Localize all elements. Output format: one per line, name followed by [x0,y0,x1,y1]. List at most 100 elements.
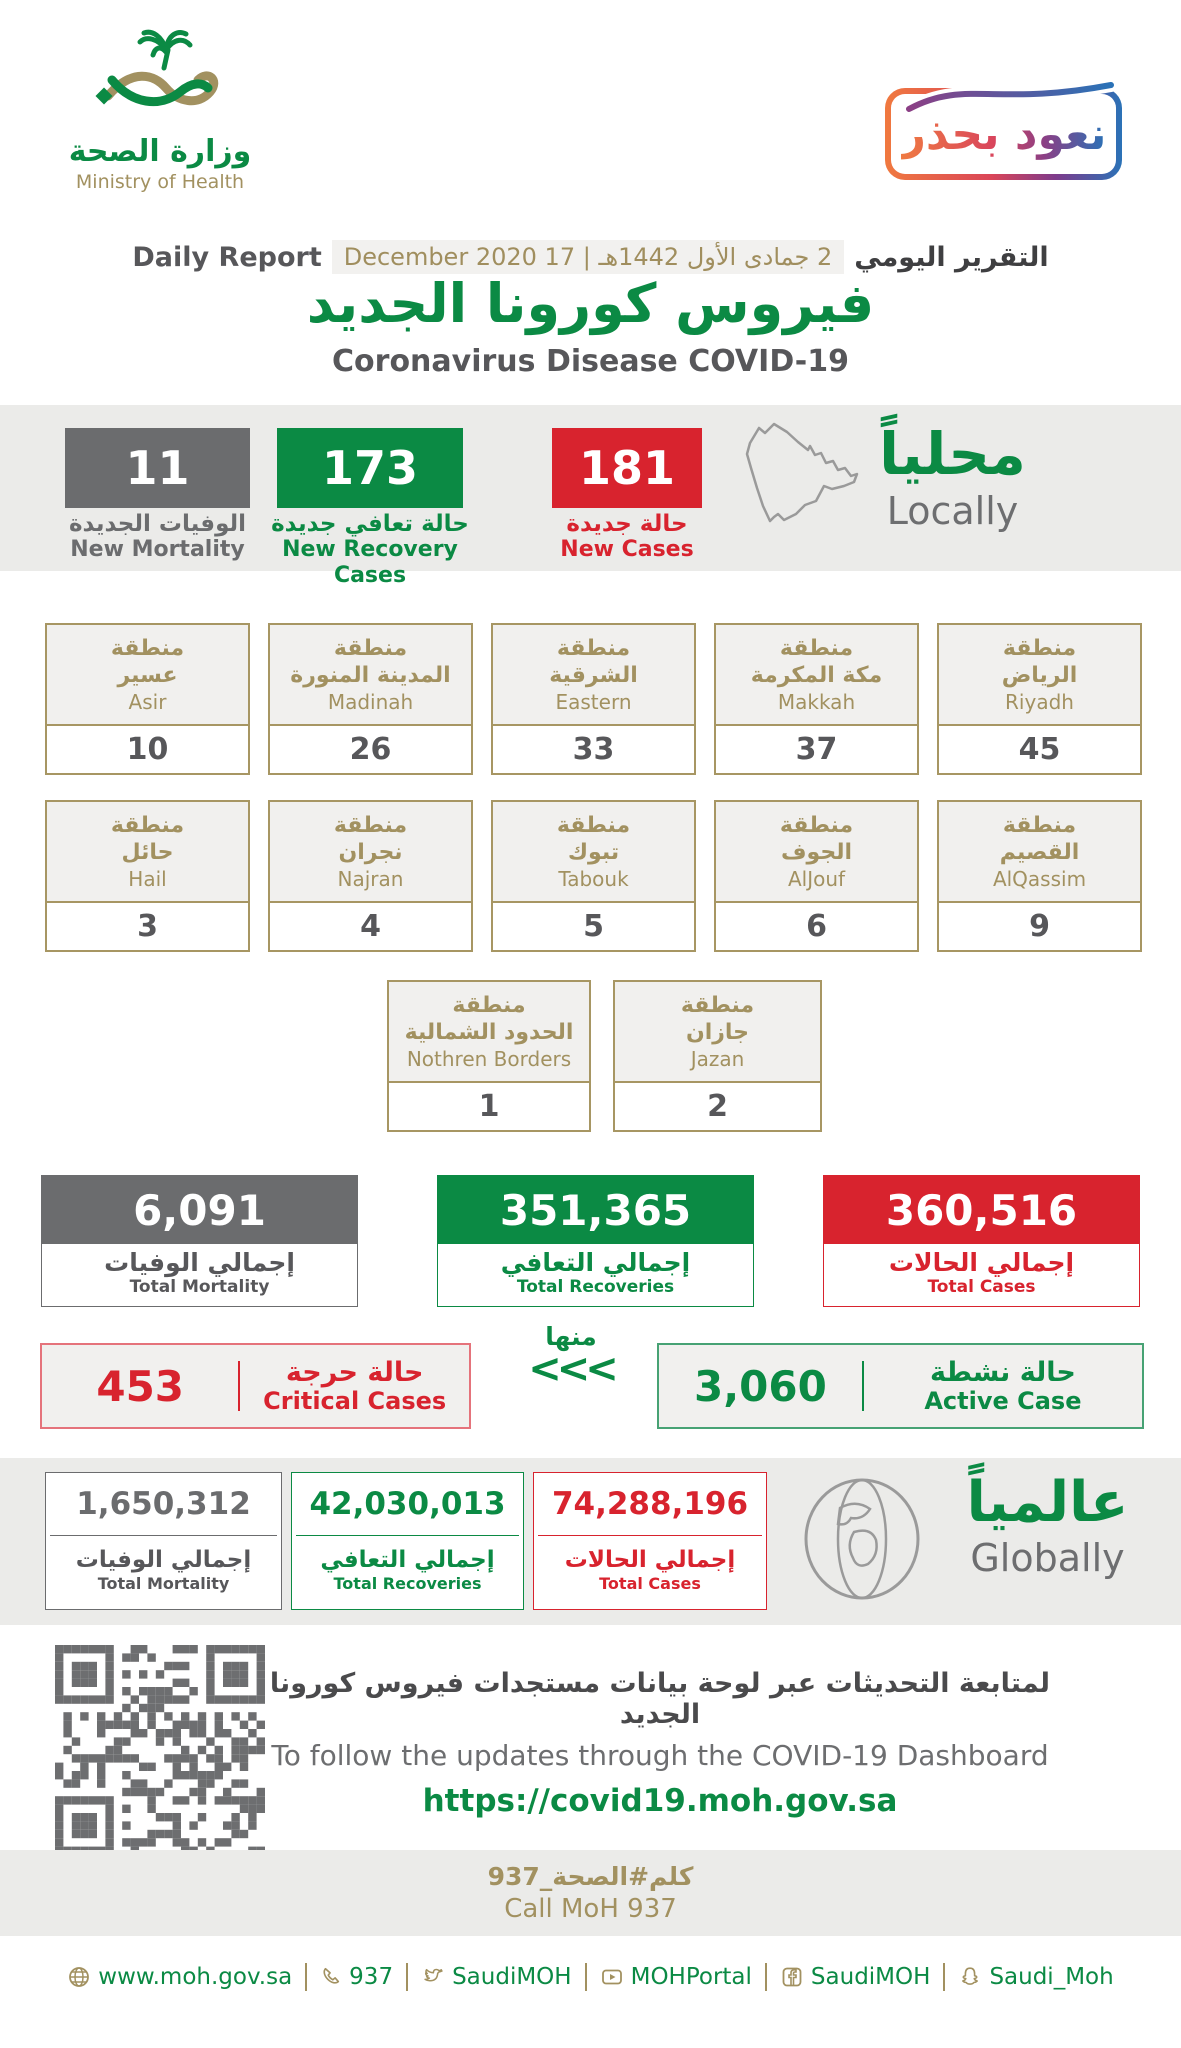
region-name-ar: المدينة المنورة [290,663,451,689]
call-moh-en: Call MoH 937 [504,1894,677,1924]
footer-website-label: www.moh.gov.sa [98,1964,293,1990]
footer-youtube-label: MOHPortal [630,1964,752,1990]
footer-separator [406,1963,409,1991]
total-mortality-label-en: Total Mortality [129,1276,270,1297]
globally-title-ar: عالمياً [966,1470,1129,1535]
region-prefix: منطقة [333,636,408,662]
region-name-ar: الحدود الشمالية [404,1020,574,1046]
report-header-line: Daily Report 2 جمادى الأول 1442هـ | 17 D… [0,240,1181,274]
phone-icon [323,1967,340,1984]
new-mortality-label-en: New Mortality [70,537,245,563]
active-cases-label-ar: حالة نشطة [930,1356,1076,1388]
footer-facebook-link[interactable]: SaudiMOH [780,1964,931,1990]
footer-website-link[interactable]: www.moh.gov.sa [67,1964,292,1990]
twitter-icon [424,1968,443,1982]
footer-separator [943,1963,946,1991]
locally-title-ar: محلياً [879,420,1026,488]
region-name-en: Nothren Borders [406,1047,572,1072]
divider [50,1535,277,1536]
snapchat-icon [962,1967,979,1985]
dashboard-note-block: لمتابعة التحديثات عبر لوحة بيانات مستجدا… [250,1668,1070,1819]
region-name-en: AlJouf [787,867,846,892]
footer-snapchat-link[interactable]: Saudi_Moh [958,1964,1114,1990]
badge-text: نعود بحذر [900,108,1107,160]
globally-title-block: عالمياً Globally [930,1472,1165,1580]
call-moh-band: كلم#الصحة_937 Call MoH 937 [0,1850,1181,1936]
region-prefix: منطقة [1002,636,1077,662]
global-recoveries-value: 42,030,013 [309,1486,506,1522]
region-card-aljouf: منطقة الجوف AlJouf 6 [714,800,919,952]
new-cases-value-box: 181 [552,428,702,508]
badge-swoosh-icon [902,78,1118,116]
region-prefix: منطقة [110,813,185,839]
total-mortality-value-box: 6,091 [42,1176,357,1244]
footer-facebook-label: SaudiMOH [810,1964,931,1990]
new-cases-value: 181 [578,441,676,495]
footer-youtube-link[interactable]: MOHPortal [600,1964,752,1990]
new-cases-labels: حالة جديدة New Cases [552,511,702,563]
region-name-en: Tabouk [558,867,629,892]
footer-phone-link[interactable]: 937 [320,1964,393,1990]
region-value: 1 [478,1089,500,1124]
local-stats-band: 11 الوفيات الجديدة New Mortality 173 حال… [0,405,1181,588]
total-recoveries-label-ar: إجمالي التعافي [500,1247,691,1277]
total-recoveries-card: 351,365 إجمالي التعافي Total Recoveries [437,1175,754,1307]
total-recoveries-label-en: Total Recoveries [516,1276,675,1297]
critical-cases-value: 453 [96,1361,185,1411]
total-recoveries-value: 351,365 [499,1185,692,1235]
region-name-ar: الشرقية [549,663,638,689]
region-prefix: منطقة [333,813,408,839]
region-value: 26 [349,732,392,767]
region-card-eastern: منطقة الشرقية Eastern 33 [491,623,696,775]
covid-title-english: Coronavirus Disease COVID-19 [332,344,849,379]
region-name-ar: القصيم [999,840,1080,866]
region-name-en: Makkah [777,690,856,715]
region-prefix: منطقة [779,813,854,839]
divider [296,1535,519,1536]
new-recoveries-label-en: New Recovery Cases [282,537,458,588]
return-cautiously-badge: نعود بحذر [885,78,1122,180]
daily-report-label-en: Daily Report [132,241,322,273]
global-cases-label-en: Total Cases [599,1574,701,1594]
footer-twitter-link[interactable]: SaudiMOH [421,1964,572,1990]
region-card-tabouk: منطقة تبوك Tabouk 5 [491,800,696,952]
global-recoveries-label-en: Total Recoveries [333,1574,482,1594]
region-name-en: Asir [128,690,167,715]
total-cases-card: 360,516 إجمالي الحالات Total Cases [823,1175,1140,1307]
total-mortality-card: 6,091 إجمالي الوفيات Total Mortality [41,1175,358,1307]
total-recoveries-value-box: 351,365 [438,1176,753,1244]
footer-separator [305,1963,308,1991]
logo-title-english: Ministry of Health [75,171,245,193]
footer-phone-label: 937 [349,1964,394,1990]
region-name-en: AlQassim [992,867,1087,892]
footer-snapchat-label: Saudi_Moh [989,1964,1114,1990]
total-cases-label-ar: إجمالي الحالات [888,1247,1075,1277]
global-cases-label-ar: إجمالي الحالات [564,1546,736,1573]
active-cases-value: 3,060 [694,1361,827,1411]
locally-title-block: محلياً Locally [845,420,1060,533]
region-card-hail: منطقة حائل Hail 3 [45,800,250,952]
region-card-northern-borders: منطقة الحدود الشمالية Nothren Borders 1 [387,980,591,1132]
critical-cases-label-ar: حالة حرجة [285,1356,424,1388]
new-recoveries-value: 173 [321,441,419,495]
region-value: 3 [137,909,158,944]
region-prefix: منطقة [680,993,755,1019]
region-prefix: منطقة [779,636,854,662]
moh-logo: وزارة الصحة Ministry of Health [55,28,265,193]
globally-title-en: Globally [970,1535,1125,1580]
dashboard-url-link[interactable]: https://covid19.moh.gov.sa [422,1783,898,1819]
footer-contacts: www.moh.gov.sa 937 SaudiMOH MOHPortal [0,1963,1181,1991]
qr-code [55,1645,265,1855]
global-recoveries-card: 42,030,013 إجمالي التعافي Total Recoveri… [291,1472,524,1610]
chevrons-icon: <<< [528,1346,619,1392]
region-card-makkah: منطقة مكة المكرمة Makkah 37 [714,623,919,775]
locally-title-en: Locally [886,488,1019,533]
region-value: 6 [806,909,827,944]
footer-twitter-label: SaudiMOH [452,1964,572,1990]
region-prefix: منطقة [110,636,185,662]
of-which-label: منها [545,1322,597,1351]
region-prefix: منطقة [556,813,631,839]
new-cases-label-en: New Cases [560,537,694,563]
region-value: 37 [795,732,838,767]
total-cases-label-en: Total Cases [927,1276,1036,1297]
